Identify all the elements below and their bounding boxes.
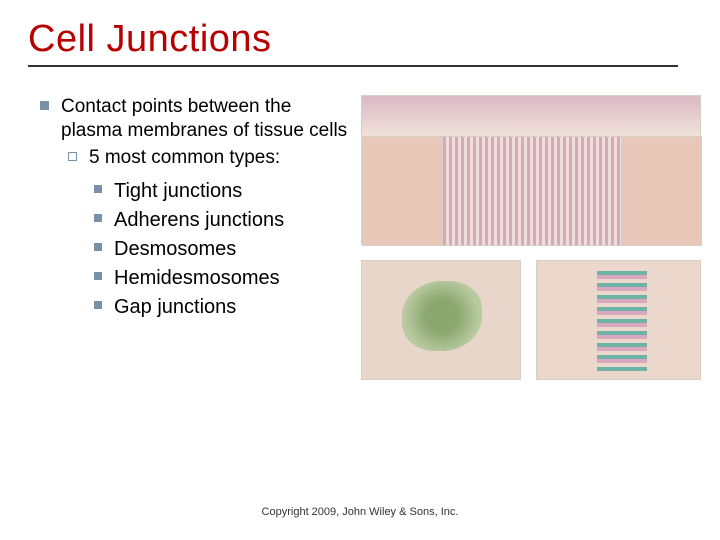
figure-desmosome-panel <box>361 260 521 380</box>
figure-column <box>361 95 692 415</box>
figure-green-filament-icon <box>402 281 482 351</box>
level1-text: Contact points between the plasma membra… <box>61 95 353 144</box>
square-bullet-icon <box>94 301 102 309</box>
list-item: Adherens junctions <box>94 207 353 233</box>
figure-membrane-detail <box>442 136 622 246</box>
level1-item: Contact points between the plasma membra… <box>40 95 353 144</box>
figure-top-panel <box>361 95 701 245</box>
figure-junction-stripes-icon <box>597 271 647 371</box>
figure-tissue-block <box>362 136 442 246</box>
copyright-footer: Copyright 2009, John Wiley & Sons, Inc. <box>0 506 720 518</box>
hollow-square-bullet-icon <box>68 152 77 161</box>
figure-tissue-block <box>622 136 702 246</box>
level2-container: 5 most common types: <box>40 146 353 170</box>
slide-container: Cell Junctions Contact points between th… <box>0 0 720 540</box>
figure-adherens-panel <box>536 260 701 380</box>
level2-text: 5 most common types: <box>89 146 280 170</box>
content-row: Contact points between the plasma membra… <box>28 95 692 415</box>
level3-text: Hemidesmosomes <box>114 265 280 291</box>
level3-text: Desmosomes <box>114 236 236 262</box>
level2-item: 5 most common types: <box>68 146 353 170</box>
list-item: Tight junctions <box>94 178 353 204</box>
level3-text: Gap junctions <box>114 294 236 320</box>
square-bullet-icon <box>94 185 102 193</box>
level3-text: Tight junctions <box>114 178 242 204</box>
list-item: Hemidesmosomes <box>94 265 353 291</box>
list-item: Desmosomes <box>94 236 353 262</box>
title-rule: Cell Junctions <box>28 18 678 67</box>
square-bullet-icon <box>40 101 49 110</box>
slide-title: Cell Junctions <box>28 18 678 61</box>
level3-text: Adherens junctions <box>114 207 284 233</box>
list-item: Gap junctions <box>94 294 353 320</box>
square-bullet-icon <box>94 243 102 251</box>
text-column: Contact points between the plasma membra… <box>28 95 353 415</box>
square-bullet-icon <box>94 272 102 280</box>
square-bullet-icon <box>94 214 102 222</box>
level3-container: Tight junctions Adherens junctions Desmo… <box>40 178 353 320</box>
